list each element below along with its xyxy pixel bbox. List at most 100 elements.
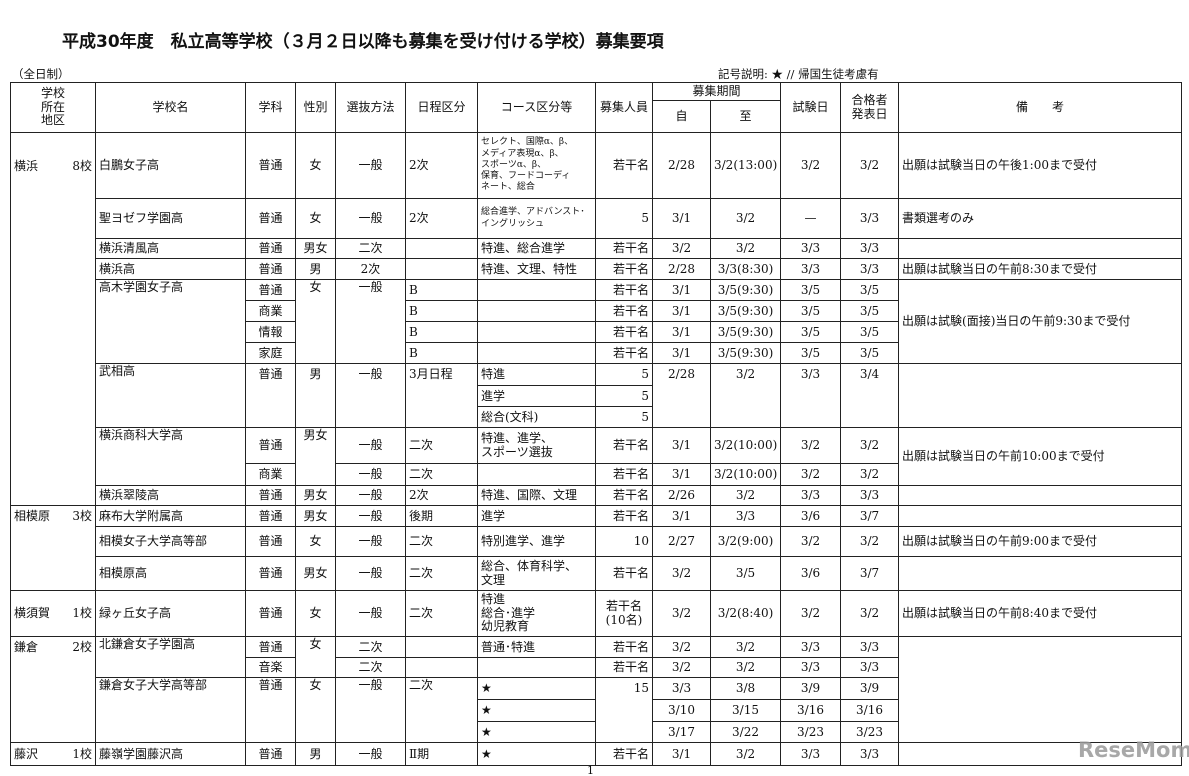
cell-announce: 3/7 <box>840 505 900 527</box>
symbol-legend: 記号説明: ★ // 帰国生徒考慮有 <box>718 67 879 81</box>
cell-from: 3/2 <box>652 556 711 591</box>
cell-announce: 3/3 <box>840 238 900 259</box>
cell-region: 藤沢 1校 <box>10 742 96 766</box>
cell-note: 出願は試験当日の午後1:00まで受付 <box>898 132 1183 199</box>
cell-schedule: 3月日程 <box>405 363 478 428</box>
cell-method: 一般 <box>335 198 406 239</box>
cell-dept: 音楽 <box>245 657 296 678</box>
cell-exam: 3/3 <box>780 485 842 506</box>
cell-schedule: B <box>405 321 478 343</box>
cell-from: 2/26 <box>652 485 711 506</box>
cell-to: 3/8 <box>709 677 782 700</box>
region-school-count: 1校 <box>72 606 92 621</box>
cell-capacity: 若干名 <box>595 505 653 527</box>
header-note: 備 考 <box>898 82 1183 133</box>
cell-course: 特進、文理、特性 <box>477 258 596 280</box>
cell-announce: 3/7 <box>840 556 900 591</box>
table-row: 相模原 3校 麻布大学附属高 普通 男女 一般 後期 進学 若干名 3/1 3/3 3/6 3/7 <box>10 505 1183 591</box>
cell-capacity: 若干名 <box>595 657 653 678</box>
cell-from: 3/17 <box>652 721 711 743</box>
cell-dept: 普通 <box>245 590 296 637</box>
cell-school: 聖ヨゼフ学園高 <box>95 198 246 239</box>
recruitment-table: 学校 所在 地区 学校名 学科 性別 選抜方法 日程区分 コース区分等 募集人員… <box>10 82 1183 766</box>
cell-school: 相模女子大学高等部 <box>95 526 246 557</box>
cell-gender: 男 <box>295 258 336 280</box>
cell-capacity: 若干名 <box>595 463 653 486</box>
cell-from: 3/1 <box>652 279 711 301</box>
table-row: 横浜清風高 普通 男女 二次 特進、総合進学 若干名 3/2 3/2 3/3 3/3 <box>11 238 1183 259</box>
cell-course: ★ <box>477 742 596 766</box>
cell-method: 一般 <box>335 427 406 464</box>
table-row: 鎌倉女子大学高等部 普通女一般 二次 ★ 15 3/3 3/8 3/9 3/9 <box>11 677 1182 743</box>
header-announce: 合格者 発表日 <box>840 82 900 133</box>
cell-school: 横浜清風高 <box>95 238 246 259</box>
cell-method: 一般 <box>335 363 406 428</box>
cell-school: 緑ヶ丘女子高 <box>95 590 246 637</box>
cell-announce: 3/2 <box>840 590 900 637</box>
cell-from: 3/2 <box>652 636 711 658</box>
cell-to: 3/2 <box>709 198 782 239</box>
cell-course: 総合(文科) <box>477 406 596 428</box>
cell-announce: 3/9 <box>840 677 900 700</box>
region-name: 横浜 <box>14 158 39 173</box>
cell-exam: 3/2 <box>780 132 842 199</box>
cell-exam: 3/2 <box>780 463 842 486</box>
cell-capacity: 若干名 <box>595 556 653 591</box>
cell-schedule: B <box>405 300 478 322</box>
cell-note <box>898 636 1183 743</box>
cell-announce: 3/16 <box>840 699 900 722</box>
cell-exam: 3/5 <box>780 342 842 364</box>
cell-course: ★ <box>477 699 596 722</box>
header-from: 自 <box>652 100 711 133</box>
cell-capacity: 若干名 <box>595 342 653 364</box>
cell-announce: 3/23 <box>840 721 900 743</box>
header-gender: 性別 <box>295 82 336 133</box>
cell-course: 総合進学、アドバンスト･ イングリッシュ <box>477 198 596 239</box>
cell-to: 3/2 <box>709 636 782 658</box>
cell-exam: 3/2 <box>780 427 842 464</box>
header-course: コース区分等 <box>477 82 596 133</box>
cell-dept: 普通 <box>245 198 296 239</box>
cell-method: 一般 <box>335 485 406 506</box>
cell-gender: 女 <box>295 590 336 637</box>
cell-method: 2次 <box>335 258 406 280</box>
cell-from: 3/1 <box>652 198 711 239</box>
cell-school: 鎌倉女子大学高等部 <box>95 677 246 743</box>
cell-course: セレクト、国際α、β、 メディア表現α、β、 スポーツα、β、 保育、フードコー… <box>477 132 596 199</box>
cell-capacity: 10 <box>595 526 653 557</box>
cell-from: 3/1 <box>652 300 711 322</box>
cell-note <box>898 505 1183 527</box>
cell-capacity: 若干名 <box>595 427 653 464</box>
cell-dept: 普通 <box>245 556 296 591</box>
cell-exam: 3/23 <box>780 721 842 743</box>
cell-from: 3/10 <box>652 699 711 722</box>
cell-announce: 3/2 <box>840 463 900 486</box>
cell-to: 3/22 <box>709 721 782 743</box>
page-title: 平成30年度 私立高等学校（３月２日以降も募集を受け付ける学校）募集要項 <box>62 32 664 52</box>
cell-to: 3/2(13:00) <box>709 132 782 199</box>
cell-dept: 普通 <box>245 677 296 743</box>
cell-announce: 3/3 <box>840 742 900 766</box>
page-number: 1 <box>587 764 594 776</box>
cell-to: 3/3(8:30) <box>709 258 782 280</box>
cell-exam: 3/5 <box>780 279 842 301</box>
cell-course: 特進 総合･進学 幼児教育 <box>477 590 596 637</box>
cell-schedule: B <box>405 342 478 364</box>
cell-note <box>898 485 1183 506</box>
cell-announce: 3/2 <box>840 526 900 557</box>
cell-course <box>477 300 596 322</box>
region-name: 鎌倉 <box>14 640 39 655</box>
cell-from: 2/28 <box>652 132 711 199</box>
cell-schedule: 2次 <box>405 485 478 506</box>
cell-from: 3/1 <box>652 321 711 343</box>
cell-region: 横須賀 1校 <box>10 590 96 637</box>
cell-announce: 3/3 <box>840 636 900 658</box>
cell-to: 3/2(9:00) <box>709 526 782 557</box>
cell-schedule: Ⅱ期 <box>405 742 478 766</box>
cell-dept: 普通 <box>245 505 296 527</box>
cell-note: 出願は試験当日の午前9:00まで受付 <box>898 526 1183 557</box>
cell-to: 3/5(9:30) <box>709 279 782 301</box>
cell-gender: 男女 <box>295 427 336 486</box>
header-school: 学校名 <box>95 82 246 133</box>
cell-capacity: 若干名 <box>595 279 653 301</box>
